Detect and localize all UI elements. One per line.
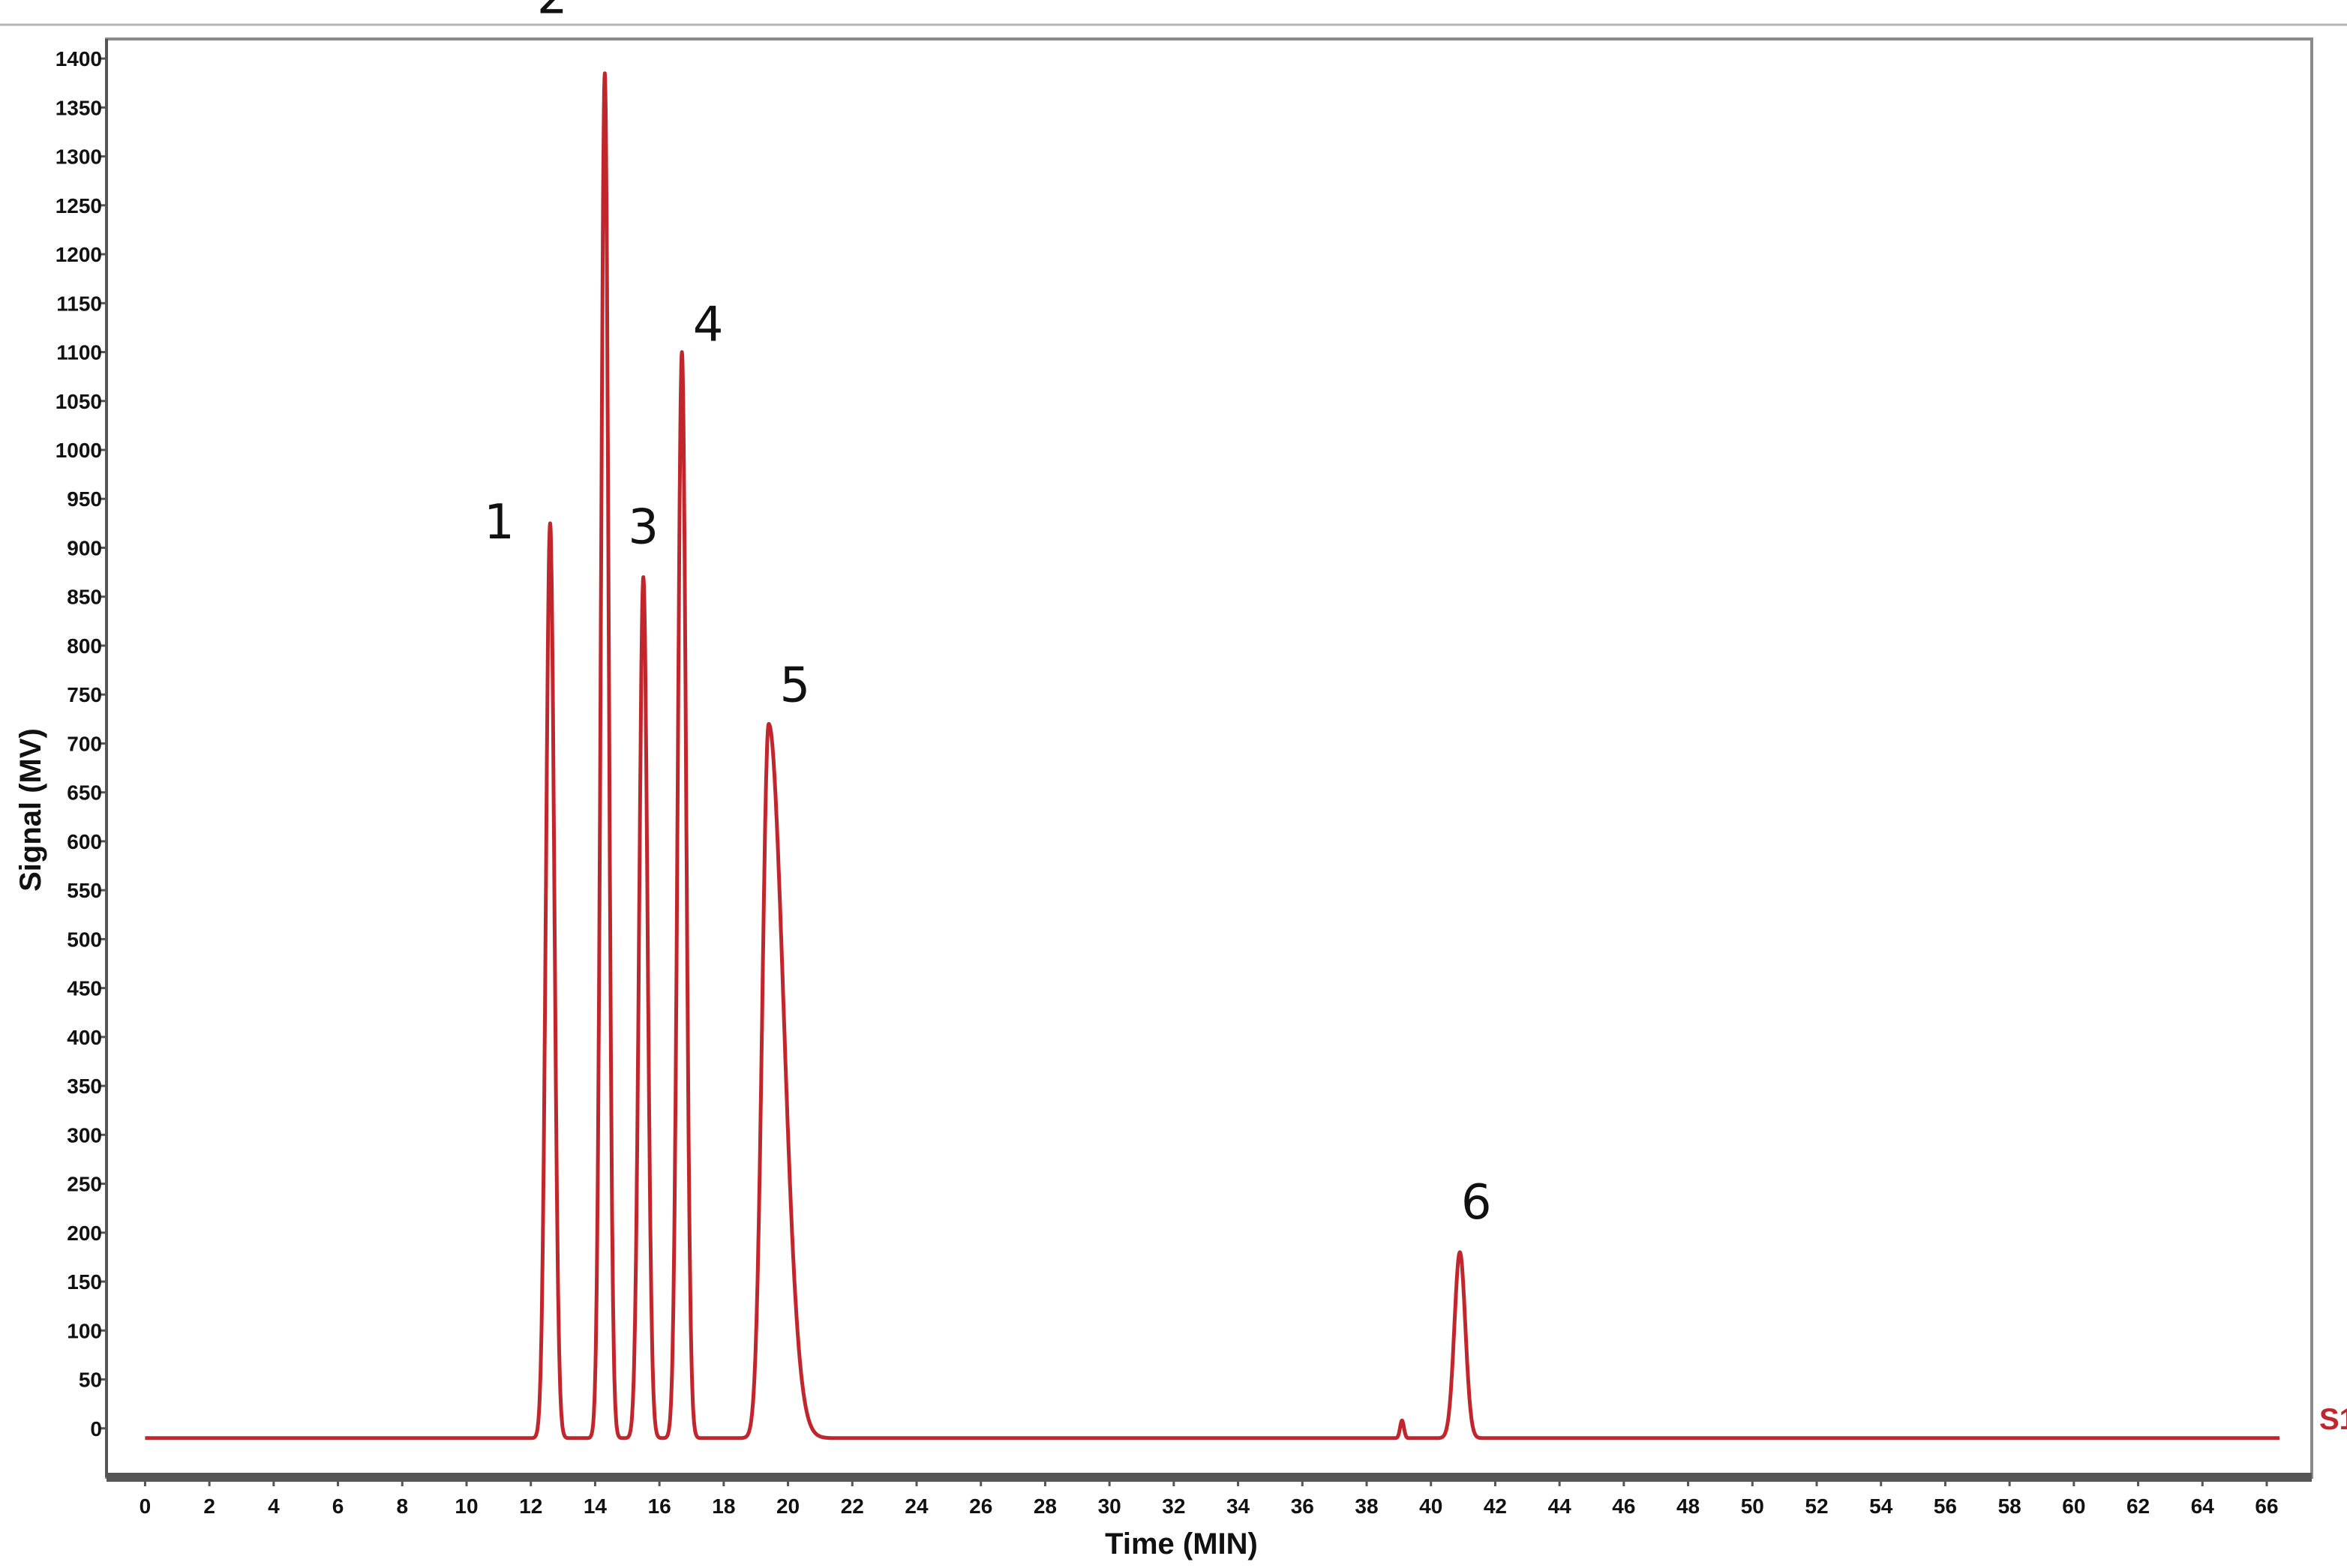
x-tick-label: 62 [2126,1495,2150,1518]
x-tick-label: 24 [905,1495,929,1518]
x-tick-label: 14 [584,1495,608,1518]
y-tick-label: 550 [67,879,102,902]
x-tick-label: 28 [1034,1495,1057,1518]
x-tick-label: 54 [1869,1495,1893,1518]
peak-label: 5 [779,658,810,713]
x-tick-label: 2 [203,1495,215,1518]
x-tick-label: 60 [2062,1495,2085,1518]
x-tick-label: 4 [268,1495,280,1518]
y-tick-label: 1050 [56,390,102,413]
x-tick-label: 16 [648,1495,671,1518]
x-tick-label: 32 [1162,1495,1185,1518]
x-axis-title: Time (MIN) [1105,1528,1258,1561]
y-axis-title: Signal (MV) [14,728,47,892]
peak-label: 4 [693,298,724,353]
x-tick-label: 34 [1226,1495,1250,1518]
y-tick-label: 1350 [56,96,102,119]
x-tick-label: 26 [969,1495,992,1518]
x-tick-label: 0 [140,1495,152,1518]
y-tick-label: 100 [67,1319,102,1342]
x-tick-label: 30 [1098,1495,1121,1518]
y-tick-label: 600 [67,830,102,853]
series-label-s1: S1 [2319,1403,2347,1436]
peak-label-group: 1 2 3 4 5 6 [484,0,1492,1231]
y-tick-label: 250 [67,1173,102,1196]
x-tick-label: 22 [841,1495,864,1518]
x-tick-label: 10 [455,1495,478,1518]
x-tick-label: 36 [1291,1495,1314,1518]
x-tick-label: 38 [1355,1495,1378,1518]
x-tick-label: 44 [1548,1495,1572,1518]
x-tick-label: 66 [2255,1495,2278,1518]
y-tick-label: 850 [67,586,102,609]
x-tick-label: 56 [1934,1495,1957,1518]
x-tick-label: 8 [396,1495,408,1518]
x-tick-group: 0 2 4 6 8 10 12 14 16 18 20 22 24 26 28 30 32 34 36 38 40 42 4… [140,1477,2279,1518]
y-tick-label: 1150 [56,292,102,315]
x-tick-label: 42 [1484,1495,1507,1518]
y-tick-label: 300 [67,1123,102,1147]
peak-label: 6 [1461,1175,1492,1231]
x-tick-label: 20 [776,1495,800,1518]
x-tick-label: 6 [332,1495,344,1518]
y-tick-label: 650 [67,781,102,805]
y-tick-label: 800 [67,634,102,658]
x-tick-label: 40 [1419,1495,1442,1518]
y-tick-label: 750 [67,683,102,706]
x-tick-label: 50 [1741,1495,1764,1518]
y-tick-group: 0 50 100 150 200 250 300 350 400 450 500 550 600 650 7… [56,47,107,1441]
signal-trace-s1 [143,71,2282,1441]
y-tick-label: 900 [67,536,102,559]
y-tick-label: 200 [67,1222,102,1245]
y-tick-label: 450 [67,977,102,1000]
y-tick-label: 350 [67,1075,102,1098]
y-tick-label: 1100 [56,341,102,364]
x-tick-label: 46 [1612,1495,1635,1518]
y-tick-label: 1200 [56,243,102,266]
y-tick-label: 1250 [56,194,102,217]
y-tick-label: 0 [90,1417,102,1441]
plot-frame [105,37,2313,1479]
y-tick-label: 1400 [56,47,102,70]
x-tick-label: 64 [2191,1495,2215,1518]
y-tick-label: 50 [79,1369,102,1392]
x-tick-label: 12 [519,1495,542,1518]
y-tick-label: 400 [67,1026,102,1049]
x-tick-label: 58 [1998,1495,2021,1518]
y-tick-label: 150 [67,1270,102,1294]
y-tick-label: 500 [67,928,102,951]
y-tick-label: 1000 [56,439,102,462]
x-tick-label: 52 [1805,1495,1828,1518]
peak-label: 3 [628,500,659,556]
peak-label: 1 [484,495,515,550]
y-tick-label: 1300 [56,145,102,169]
y-tick-label: 700 [67,732,102,755]
peak-label: 2 [537,0,568,25]
x-tick-label: 18 [712,1495,735,1518]
x-tick-label: 48 [1676,1495,1700,1518]
y-tick-label: 950 [67,487,102,511]
